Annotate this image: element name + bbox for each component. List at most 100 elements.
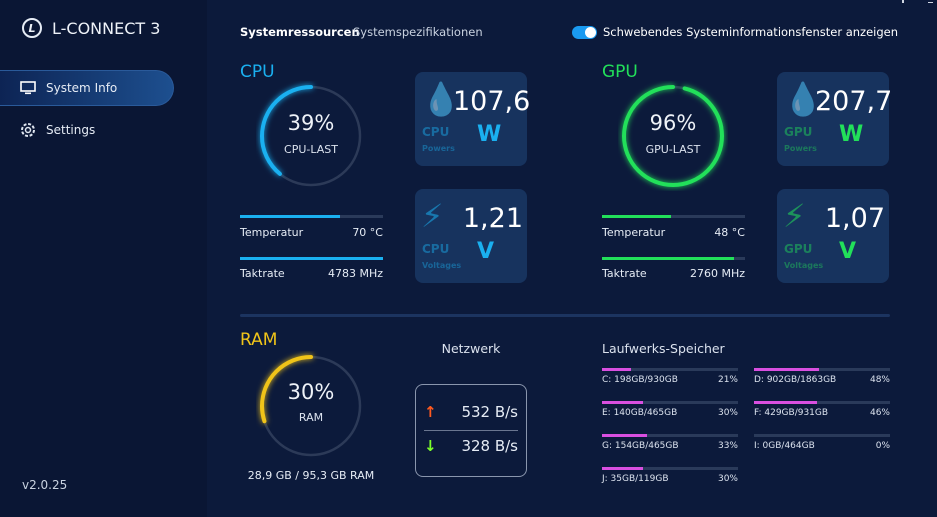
cpu-power-label: CPU — [422, 125, 450, 139]
drive-label: I: 0GB/464GB — [754, 441, 815, 451]
cpu-load-gauge — [260, 85, 362, 187]
drive-percent: 21% — [717, 375, 738, 385]
arrow-down-icon: ↓ — [424, 437, 437, 455]
cpu-voltage-label: CPU — [422, 242, 450, 256]
cpu-voltage-value: 1,21 — [462, 203, 523, 234]
gpu-temp-row: Temperatur 48 °C — [602, 226, 745, 239]
drive-usage-bar — [754, 401, 890, 404]
cpu-load-percent: 39% — [287, 111, 335, 135]
gauge-arc — [260, 85, 362, 187]
app-title: L-CONNECT 3 — [52, 18, 161, 38]
ram-usage: 28,9 GB / 95,3 GB RAM — [247, 469, 375, 482]
drive-percent: 0% — [875, 441, 890, 451]
drive-label: J: 35GB/119GB — [602, 474, 669, 484]
gpu-load-gauge — [622, 85, 724, 187]
drive-percent: 48% — [869, 375, 890, 385]
close-button[interactable] — [928, 0, 933, 3]
cpu-clock-bar — [240, 257, 383, 260]
sidebar-item-system-info[interactable]: System Info — [0, 70, 174, 106]
gpu-voltage-sublabel: Voltages — [784, 261, 824, 270]
drive-item: J: 35GB/119GB 30% — [602, 474, 738, 484]
drive-item: I: 0GB/464GB 0% — [754, 441, 890, 451]
monitor-icon — [20, 81, 36, 95]
drive-item: E: 140GB/465GB 30% — [602, 408, 738, 418]
flame-icon: 💧 — [783, 80, 823, 118]
gear-icon — [21, 123, 35, 137]
logo-icon: L — [22, 18, 42, 38]
gpu-clock-bar — [602, 257, 745, 260]
tab-systemressourcen[interactable]: Systemressourcen — [240, 25, 360, 39]
gpu-power-sublabel: Powers — [784, 144, 817, 153]
gpu-clock-row: Taktrate 2760 MHz — [602, 267, 745, 280]
gpu-power-label: GPU — [784, 125, 813, 139]
gauge-arc — [260, 355, 362, 457]
cpu-load-label: CPU-LAST — [284, 143, 338, 156]
temp-value: 48 °C — [714, 226, 745, 239]
network-divider — [424, 430, 518, 431]
floating-window-toggle[interactable] — [572, 26, 597, 39]
clock-value: 4783 MHz — [327, 267, 383, 280]
lightning-icon: ⚡︎ — [421, 197, 444, 235]
drive-item: C: 198GB/930GB 21% — [602, 375, 738, 385]
cpu-clock-row: Taktrate 4783 MHz — [240, 267, 383, 280]
clock-label: Taktrate — [240, 267, 285, 280]
arrow-up-icon: ↑ — [424, 403, 437, 421]
cpu-power-value: 107,6 — [453, 86, 531, 117]
cpu-power-unit: W — [477, 122, 502, 147]
gauge-arc — [622, 85, 724, 187]
gpu-voltage-label: GPU — [784, 242, 813, 256]
ram-load-percent: 30% — [287, 380, 335, 404]
cpu-voltage-card: ⚡︎ 1,21 V CPU Voltages — [415, 189, 527, 283]
minimize-button[interactable] — [902, 0, 904, 3]
drive-label: G: 154GB/465GB — [602, 441, 679, 451]
cpu-voltage-sublabel: Voltages — [422, 261, 462, 270]
toggle-label: Schwebendes Systeminformationsfenster an… — [603, 25, 899, 39]
drive-usage-bar — [602, 401, 738, 404]
app-logo: L L-CONNECT 3 — [22, 18, 160, 38]
gpu-title: GPU — [602, 62, 638, 82]
cpu-power-sublabel: Powers — [422, 144, 455, 153]
tab-systemspezifikationen[interactable]: Systemspezifikationen — [353, 25, 483, 39]
download-speed: 328 B/s — [461, 437, 518, 455]
gpu-load-percent: 96% — [649, 111, 697, 135]
upload-row: ↑ 532 B/s — [424, 403, 518, 421]
temp-label: Temperatur — [602, 226, 666, 239]
network-panel: ↑ 532 B/s ↓ 328 B/s — [415, 384, 527, 477]
drive-label: D: 902GB/1863GB — [754, 375, 837, 385]
flame-icon: 💧 — [421, 80, 461, 118]
drive-usage-bar — [602, 467, 738, 470]
drive-percent: 46% — [869, 408, 890, 418]
gpu-power-value: 207,7 — [815, 86, 893, 117]
gpu-voltage-unit: V — [839, 239, 857, 264]
network-title: Netzwerk — [441, 341, 501, 356]
upload-speed: 532 B/s — [461, 403, 518, 421]
version-label: v2.0.25 — [22, 478, 68, 492]
cpu-power-card: 💧 107,6 W CPU Powers — [415, 72, 531, 166]
section-divider — [240, 314, 890, 317]
ram-load-label: RAM — [298, 411, 324, 424]
drives-title: Laufwerks-Speicher — [602, 341, 725, 356]
drive-item: D: 902GB/1863GB 48% — [754, 375, 890, 385]
drive-label: F: 429GB/931GB — [754, 408, 829, 418]
drive-percent: 30% — [717, 408, 738, 418]
cpu-voltage-unit: V — [477, 239, 495, 264]
clock-value: 2760 MHz — [689, 267, 745, 280]
cpu-temp-bar — [240, 215, 383, 218]
gpu-load-label: GPU-LAST — [645, 143, 701, 156]
drive-usage-bar — [602, 368, 738, 371]
gpu-power-card: 💧 207,7 W GPU Powers — [777, 72, 893, 166]
sidebar-item-settings[interactable]: Settings — [0, 112, 174, 148]
sidebar: L L-CONNECT 3 System Info Settings v2.0.… — [0, 0, 207, 517]
cpu-temp-row: Temperatur 70 °C — [240, 226, 383, 239]
temp-value: 70 °C — [352, 226, 383, 239]
sidebar-item-label: Settings — [46, 123, 96, 137]
cpu-title: CPU — [240, 62, 275, 82]
drive-usage-bar — [602, 434, 738, 437]
drive-item: G: 154GB/465GB 33% — [602, 441, 738, 451]
drive-usage-bar — [754, 434, 890, 437]
drive-label: C: 198GB/930GB — [602, 375, 678, 385]
clock-label: Taktrate — [602, 267, 647, 280]
drive-percent: 33% — [717, 441, 738, 451]
ram-gauge — [260, 355, 362, 457]
gpu-voltage-card: ⚡︎ 1,07 V GPU Voltages — [777, 189, 889, 283]
